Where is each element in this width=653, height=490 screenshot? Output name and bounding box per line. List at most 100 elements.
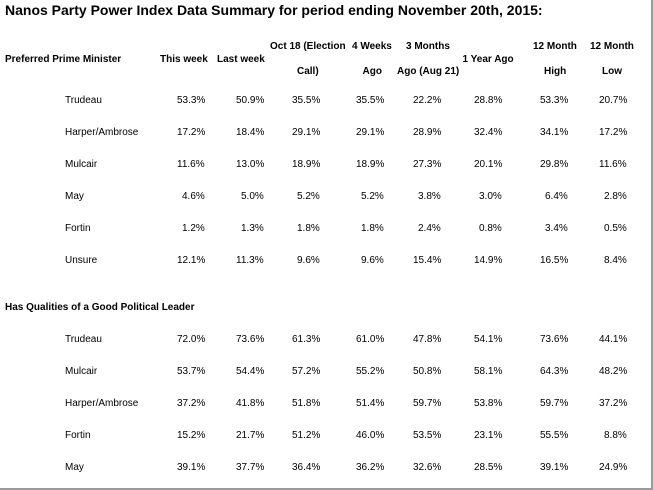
- section-title: Preferred Prime Minister: [5, 54, 122, 65]
- row-label: Mulcair: [65, 366, 98, 377]
- cell-value: 35.5%: [356, 95, 385, 106]
- cell-value: 9.6%: [361, 255, 384, 266]
- cell-value: 55.5%: [540, 430, 569, 441]
- cell-value: 1.3%: [241, 223, 264, 234]
- cell-value: 8.8%: [604, 430, 627, 441]
- cell-value: 34.1%: [540, 127, 569, 138]
- cell-value: 0.8%: [479, 223, 502, 234]
- cell-value: 53.3%: [540, 95, 569, 106]
- cell-value: 39.1%: [540, 462, 569, 473]
- cell-value: 12.1%: [177, 255, 206, 266]
- cell-value: 3.4%: [545, 223, 568, 234]
- cell-value: 1.8%: [361, 223, 384, 234]
- cell-value: 20.7%: [599, 95, 628, 106]
- column-header: 3 Months: [406, 41, 450, 52]
- cell-value: 17.2%: [599, 127, 628, 138]
- cell-value: 36.4%: [292, 462, 321, 473]
- cell-value: 53.8%: [474, 398, 503, 409]
- cell-value: 1.2%: [182, 223, 205, 234]
- row-label: May: [65, 462, 84, 473]
- cell-value: 41.8%: [236, 398, 265, 409]
- cell-value: 37.2%: [599, 398, 628, 409]
- cell-value: 22.2%: [413, 95, 442, 106]
- row-label: Trudeau: [65, 95, 102, 106]
- row-label: Unsure: [65, 255, 98, 266]
- cell-value: 6.4%: [545, 191, 568, 202]
- cell-value: 4.6%: [182, 191, 205, 202]
- row-label: Fortin: [65, 223, 91, 234]
- cell-value: 35.5%: [292, 95, 321, 106]
- column-header: High: [544, 66, 567, 77]
- cell-value: 20.1%: [474, 159, 503, 170]
- cell-value: 53.7%: [177, 366, 206, 377]
- row-label: Harper/Ambrose: [65, 398, 139, 409]
- cell-value: 51.4%: [356, 398, 385, 409]
- cell-value: 50.9%: [236, 95, 265, 106]
- cell-value: 54.4%: [236, 366, 265, 377]
- cell-value: 11.3%: [236, 255, 264, 266]
- cell-value: 73.6%: [236, 334, 265, 345]
- cell-value: 44.1%: [599, 334, 628, 345]
- cell-value: 61.3%: [292, 334, 321, 345]
- row-label: Trudeau: [65, 334, 102, 345]
- cell-value: 61.0%: [356, 334, 385, 345]
- cell-value: 21.7%: [236, 430, 265, 441]
- cell-value: 17.2%: [177, 127, 206, 138]
- column-header: Ago (Aug 21): [397, 66, 460, 77]
- column-header: 12 Month: [590, 41, 634, 52]
- cell-value: 18.9%: [356, 159, 385, 170]
- cell-value: 11.6%: [177, 159, 205, 170]
- row-label: May: [65, 191, 84, 202]
- column-header: 12 Month: [533, 41, 577, 52]
- cell-value: 2.8%: [604, 191, 627, 202]
- cell-value: 32.6%: [413, 462, 442, 473]
- cell-value: 18.4%: [236, 127, 265, 138]
- cell-value: 51.8%: [292, 398, 321, 409]
- cell-value: 55.2%: [356, 366, 385, 377]
- cell-value: 59.7%: [413, 398, 442, 409]
- cell-value: 36.2%: [356, 462, 385, 473]
- cell-value: 54.1%: [474, 334, 503, 345]
- cell-value: 14.9%: [474, 255, 503, 266]
- column-header: Last week: [217, 54, 265, 65]
- cell-value: 64.3%: [540, 366, 569, 377]
- cell-value: 47.8%: [413, 334, 442, 345]
- cell-value: 72.0%: [177, 334, 206, 345]
- cell-value: 18.9%: [292, 159, 321, 170]
- cell-value: 39.1%: [177, 462, 206, 473]
- cell-value: 0.5%: [604, 223, 627, 234]
- cell-value: 5.2%: [297, 191, 320, 202]
- cell-value: 73.6%: [540, 334, 569, 345]
- cell-value: 11.6%: [599, 159, 627, 170]
- cell-value: 9.6%: [297, 255, 320, 266]
- row-label: Harper/Ambrose: [65, 127, 139, 138]
- cell-value: 48.2%: [599, 366, 628, 377]
- cell-value: 50.8%: [413, 366, 442, 377]
- section-title: Has Qualities of a Good Political Leader: [5, 302, 195, 313]
- cell-value: 15.4%: [413, 255, 442, 266]
- cell-value: 3.0%: [479, 191, 502, 202]
- cell-value: 28.8%: [474, 95, 503, 106]
- cell-value: 29.8%: [540, 159, 569, 170]
- cell-value: 5.2%: [361, 191, 384, 202]
- cell-value: 29.1%: [292, 127, 321, 138]
- column-header: Ago: [362, 66, 382, 77]
- cell-value: 29.1%: [356, 127, 385, 138]
- cell-value: 53.5%: [413, 430, 442, 441]
- column-header: Call): [297, 66, 319, 77]
- row-label: Fortin: [65, 430, 91, 441]
- cell-value: 53.3%: [177, 95, 206, 106]
- cell-value: 24.9%: [599, 462, 628, 473]
- cell-value: 8.4%: [604, 255, 627, 266]
- cell-value: 2.4%: [418, 223, 441, 234]
- cell-value: 37.7%: [236, 462, 265, 473]
- column-header: Oct 18 (Election: [270, 41, 346, 52]
- cell-value: 32.4%: [474, 127, 503, 138]
- row-label: Mulcair: [65, 159, 98, 170]
- cell-value: 27.3%: [413, 159, 442, 170]
- cell-value: 1.8%: [297, 223, 320, 234]
- cell-value: 51.2%: [292, 430, 321, 441]
- cell-value: 57.2%: [292, 366, 321, 377]
- cell-value: 28.5%: [474, 462, 503, 473]
